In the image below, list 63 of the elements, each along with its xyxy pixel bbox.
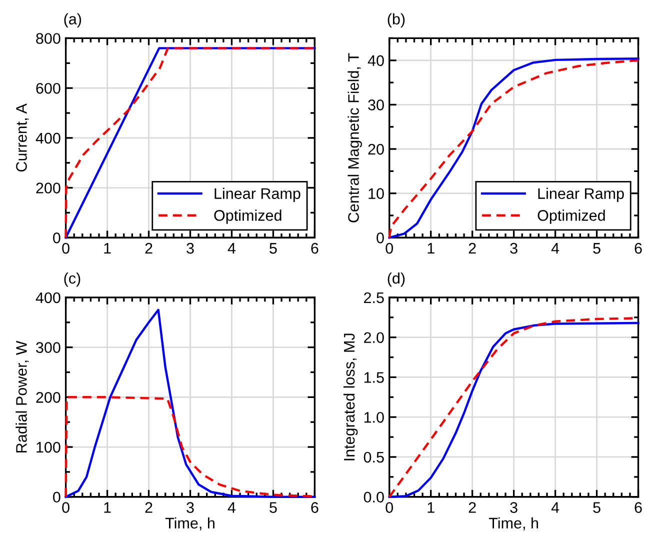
y-tick-label: 200 bbox=[36, 182, 60, 194]
x-tick-label: 2 bbox=[468, 502, 476, 513]
y-tick-label: 600 bbox=[36, 82, 60, 94]
x-tick-label: 1 bbox=[428, 243, 434, 254]
y-tick-label: 400 bbox=[36, 292, 60, 304]
x-tick-label: 6 bbox=[311, 242, 318, 254]
x-tick-label: 1 bbox=[104, 243, 111, 254]
x-tick-label: 0 bbox=[62, 502, 70, 513]
x-tick-label: 2 bbox=[145, 502, 152, 513]
y-tick-label: 300 bbox=[36, 342, 60, 353]
y-tick-label: 0.0 bbox=[364, 492, 384, 503]
x-tick-label: 5 bbox=[593, 502, 600, 513]
y-axis-title: Central Magnetic Field, T bbox=[348, 53, 362, 222]
y-axis-title: Radial Power, W bbox=[16, 340, 29, 452]
x-tick-label: 5 bbox=[593, 243, 600, 254]
chart-title: (a) bbox=[64, 13, 82, 28]
x-tick-label: 5 bbox=[270, 502, 277, 513]
y-tick-label: 1.0 bbox=[364, 412, 384, 423]
y-tick-label: 10 bbox=[368, 188, 384, 199]
y-tick-label: 0 bbox=[53, 492, 60, 503]
y-tick-label: 30 bbox=[368, 100, 384, 110]
legend-label: Linear Ramp bbox=[538, 188, 624, 202]
y-axis-title: Current, A bbox=[16, 104, 29, 172]
legend-label: Linear Ramp bbox=[214, 188, 300, 202]
y-tick-label: 400 bbox=[36, 132, 60, 144]
y-tick-label: 800 bbox=[36, 33, 60, 44]
y-tick-label: 200 bbox=[36, 392, 60, 403]
y-tick-label: 2.0 bbox=[364, 332, 384, 344]
legend-label: Optimized bbox=[214, 210, 282, 224]
x-tick-label: 0 bbox=[386, 502, 394, 513]
y-tick-label: 0.5 bbox=[364, 452, 384, 463]
x-tick-label: 4 bbox=[551, 243, 560, 254]
x-tick-label: 0 bbox=[62, 242, 70, 254]
x-tick-label: 4 bbox=[228, 243, 236, 254]
y-tick-label: 20 bbox=[368, 144, 384, 155]
x-axis-title: Time, h bbox=[488, 517, 538, 530]
x-tick-label: 2 bbox=[468, 242, 476, 254]
chart-title: (d) bbox=[388, 272, 405, 287]
x-tick-label: 3 bbox=[510, 242, 518, 254]
x-tick-label: 5 bbox=[270, 243, 277, 254]
y-tick-label: 0 bbox=[376, 232, 384, 244]
x-tick-label: 4 bbox=[228, 502, 236, 513]
y-tick-label: 40 bbox=[368, 55, 384, 66]
y-tick-label: 2.5 bbox=[364, 292, 384, 304]
y-axis-title: Integrated loss, MJ bbox=[343, 334, 358, 460]
x-tick-label: 6 bbox=[311, 502, 318, 513]
x-tick-label: 1 bbox=[428, 502, 434, 513]
y-tick-label: 1.5 bbox=[364, 372, 384, 383]
x-tick-label: 2 bbox=[145, 242, 152, 254]
x-axis-title: Time, h bbox=[165, 517, 214, 530]
chart-title: (c) bbox=[64, 272, 80, 287]
y-tick-label: 0 bbox=[53, 232, 60, 244]
x-tick-label: 1 bbox=[104, 502, 111, 513]
legend-label: Optimized bbox=[538, 210, 605, 224]
x-tick-label: 3 bbox=[186, 242, 194, 254]
chart-title: (b) bbox=[388, 13, 405, 28]
x-tick-label: 6 bbox=[634, 242, 642, 254]
x-tick-label: 3 bbox=[186, 502, 194, 513]
x-tick-label: 6 bbox=[634, 502, 642, 513]
x-tick-label: 0 bbox=[386, 242, 394, 254]
x-tick-label: 3 bbox=[510, 502, 518, 513]
y-tick-label: 100 bbox=[36, 442, 60, 453]
x-tick-label: 4 bbox=[551, 502, 560, 513]
